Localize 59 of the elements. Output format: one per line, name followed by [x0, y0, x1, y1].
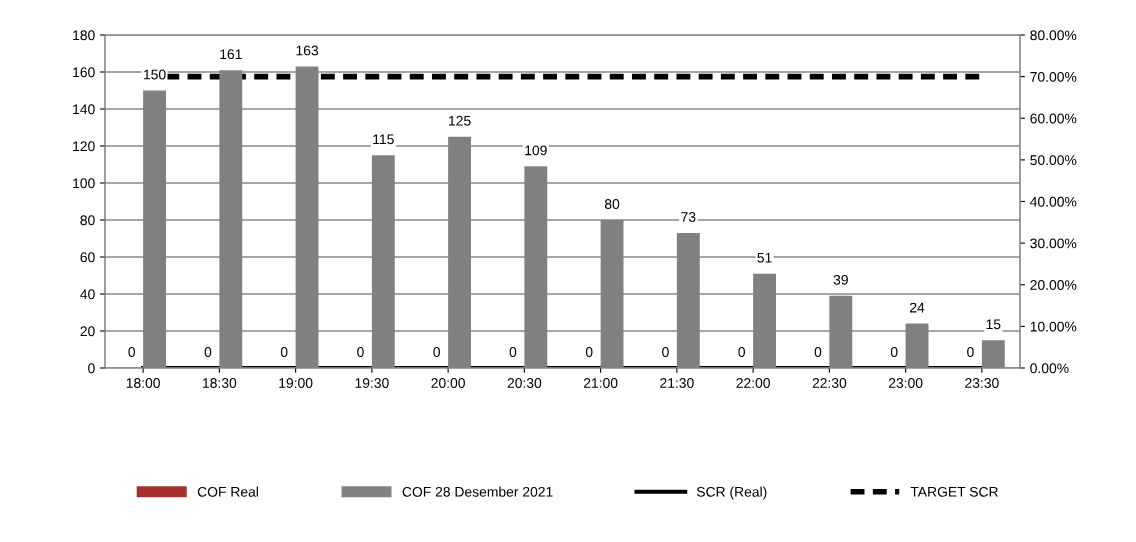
data-label: 125 [449, 115, 471, 126]
x-tick-label: 18:00 [126, 378, 160, 388]
x-tick-label: 22:00 [736, 378, 770, 388]
data-label: 73 [681, 212, 696, 222]
y2-tick-label: 10.00% [1030, 321, 1077, 332]
data-label: 0 [204, 347, 212, 357]
data-label: 0 [509, 347, 517, 357]
data-label: 0 [585, 347, 593, 357]
y-tick-label: 80 [80, 215, 95, 226]
data-label: 0 [128, 347, 136, 357]
data-label: 80 [604, 199, 620, 209]
y-tick-label: 20 [80, 326, 95, 337]
y-tick-label: 120 [73, 141, 95, 152]
y-tick-label: 40 [80, 289, 95, 300]
y2-tick-label: 0.00% [1030, 363, 1069, 374]
x-tick-label: 19:30 [355, 378, 389, 388]
data-label: 0 [433, 347, 441, 357]
data-label: 0 [890, 347, 898, 357]
data-label: 109 [525, 145, 547, 156]
data-label: 39 [833, 274, 848, 285]
x-tick-label: 19:00 [279, 378, 313, 388]
data-label: 0 [357, 347, 364, 357]
data-label: 24 [910, 302, 925, 313]
y2-tick-label: 40.00% [1030, 196, 1077, 207]
legend-label: SCR (Real) [696, 486, 767, 500]
data-label: 51 [757, 252, 772, 263]
y-tick-label: 0 [88, 363, 95, 374]
y2-tick-label: 50.00% [1030, 155, 1077, 166]
data-label: 15 [986, 319, 1001, 330]
y2-tick-label: 20.00% [1030, 280, 1077, 290]
x-tick-label: 23:30 [965, 378, 999, 388]
data-label: 0 [967, 347, 974, 357]
y2-tick-label: 60.00% [1030, 113, 1077, 124]
y-tick-label: 140 [73, 104, 95, 115]
x-tick-label: 20:30 [507, 378, 542, 388]
x-tick-label: 21:30 [660, 378, 694, 388]
x-tick-label: 20:00 [431, 378, 465, 388]
x-tick-label: 21:00 [583, 378, 618, 388]
legend-label: TARGET SCR [910, 486, 998, 497]
y-tick-label: 180 [73, 30, 95, 41]
data-label: 115 [373, 134, 394, 145]
x-tick-label: 23:00 [888, 378, 923, 388]
legend-label: COF 28 Desember 2021 [402, 486, 553, 497]
y-tick-label: 100 [73, 178, 95, 189]
x-tick-label: 18:30 [203, 378, 237, 388]
data-label: 0 [662, 347, 669, 357]
legend-label: COF Real [197, 486, 258, 497]
data-label: 163 [296, 45, 319, 56]
y-tick-label: 160 [73, 67, 95, 78]
x-tick-label: 22:30 [812, 378, 847, 388]
data-label: 161 [220, 49, 242, 60]
data-label: 0 [814, 347, 822, 357]
data-label: 150 [144, 69, 166, 80]
y2-tick-label: 70.00% [1030, 71, 1077, 82]
data-label: 0 [280, 347, 288, 357]
y2-tick-label: 80.00% [1030, 30, 1077, 41]
y-tick-label: 60 [80, 252, 95, 263]
data-label: 0 [738, 347, 746, 357]
y2-tick-label: 30.00% [1030, 238, 1077, 249]
